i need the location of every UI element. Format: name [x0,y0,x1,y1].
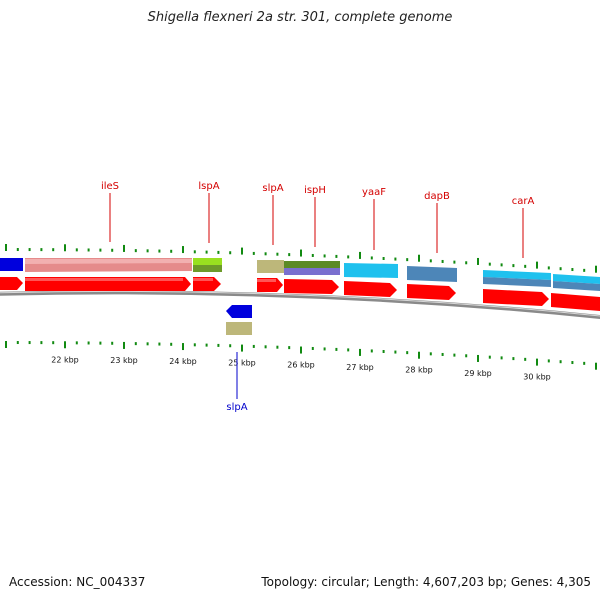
feature-ring-carA-cyan [483,270,551,280]
gene-label-iles: ileS [101,181,119,192]
feature-ring-dapB [407,266,457,282]
feature-ring-ispH-green [284,261,340,268]
axis-labels: 22 kbp 23 kbp 24 kbp 25 kbp 26 kbp 27 kbp 28 k… [51,355,551,381]
genome-backbone [0,290,600,320]
cds-arrow [284,279,339,294]
cds-arrow-reverse [226,305,252,318]
gene-labels: ileS lspA slpA ispH yaaF dapB carA slpA [101,181,534,413]
genome-summary-text: Topology: circular; Length: 4,607,203 bp… [261,575,591,589]
cds-arrow [483,289,549,306]
feature-ring-slpA [257,260,284,273]
tick-track-outer [5,244,597,273]
feature-ring-right-steel [553,281,600,291]
feature-ring-yaaF [344,263,398,278]
accession-text: Accession: NC_004337 [9,575,146,589]
axis-tick-label: 29 kbp [464,369,492,378]
gene-label-yaaf: yaaF [362,187,386,198]
map-title: Shigella flexneri 2a str. 301, complete … [147,10,453,25]
feature-ring-ispH-purple [284,268,340,275]
gene-label-cara: carA [512,196,535,207]
feature-ring-lspA-light [193,258,222,265]
axis-tick-label: 23 kbp [110,356,138,365]
axis-tick-label: 25 kbp [228,359,256,368]
feature-slpA-reverse [226,322,252,335]
cds-arrow [551,293,600,311]
axis-tick-label: 30 kbp [523,373,551,382]
feature-ring-lspA-dark [193,265,222,272]
feature-ring-carA-steel [483,277,551,287]
gene-label-lspa: lspA [198,181,219,192]
axis-tick-label: 24 kbp [169,357,197,366]
cds-arrow [0,277,23,290]
axis-tick-label: 22 kbp [51,355,79,364]
tick-track-inner [5,341,597,370]
gene-label-isph: ispH [304,185,326,196]
axis-tick-label: 26 kbp [287,361,315,370]
gene-label-slpa: slpA [262,183,283,194]
axis-tick-label: 28 kbp [405,366,433,375]
cds-arrow [407,284,456,300]
feature-blue-left [0,258,23,271]
gene-label-slpa: slpA [226,402,247,413]
axis-tick-label: 27 kbp [346,363,374,372]
feature-ring-right-cyan [553,274,600,284]
gene-label-dapb: dapB [424,191,450,202]
cds-arrow [344,281,397,297]
